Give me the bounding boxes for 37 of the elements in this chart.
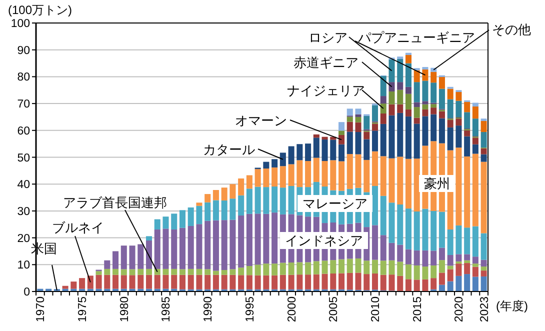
series-label: マレーシア (302, 196, 368, 211)
y-tick-label: 10 (17, 260, 30, 272)
y-tick-label: 100 (10, 18, 30, 30)
x-tick-label: 2005 (328, 296, 340, 322)
text: アラブ首長国連邦 (63, 195, 167, 210)
y-tick-label: 20 (17, 232, 30, 245)
text: その他 (492, 22, 531, 37)
y-tick-label: 50 (17, 152, 30, 164)
x-tick-label: 1995 (244, 296, 256, 322)
text: ブルネイ (52, 220, 104, 235)
y-tick-label: 0 (24, 286, 30, 298)
y-axis-title: (100万トン) (8, 3, 72, 17)
text: 赤道ギニア (294, 55, 358, 70)
series-label: 豪州 (424, 176, 450, 191)
y-tick-label: 60 (17, 125, 30, 138)
x-tick-label: 2023 (478, 296, 491, 322)
y-tick-label: 40 (17, 179, 30, 192)
series-label: ナイジェリア (287, 83, 365, 98)
x-tick-label: 1985 (160, 296, 173, 322)
y-tick-label: 90 (17, 44, 30, 57)
x-tick-label: 2015 (412, 296, 424, 322)
series-label: パプアニューギニア (357, 30, 475, 45)
y-tick-label: 80 (17, 72, 30, 84)
x-tick-label: 1975 (77, 296, 90, 322)
x-axis-title: (年度) (496, 299, 528, 313)
x-tick-label: 2000 (286, 296, 298, 322)
series-label: インドネシア (285, 233, 363, 248)
y-tick-label: 30 (17, 206, 30, 218)
x-tick-label: 1970 (35, 296, 48, 322)
text: ロシア (308, 30, 348, 45)
x-tick-label: 1980 (118, 296, 131, 322)
series-label: カタール (203, 142, 255, 157)
text: オマーン (235, 113, 287, 128)
x-tick-label: 1990 (202, 296, 215, 322)
y-tick-label: 70 (17, 98, 30, 111)
x-tick-label: 2010 (370, 296, 382, 322)
x-tick-label: 2020 (454, 296, 466, 322)
